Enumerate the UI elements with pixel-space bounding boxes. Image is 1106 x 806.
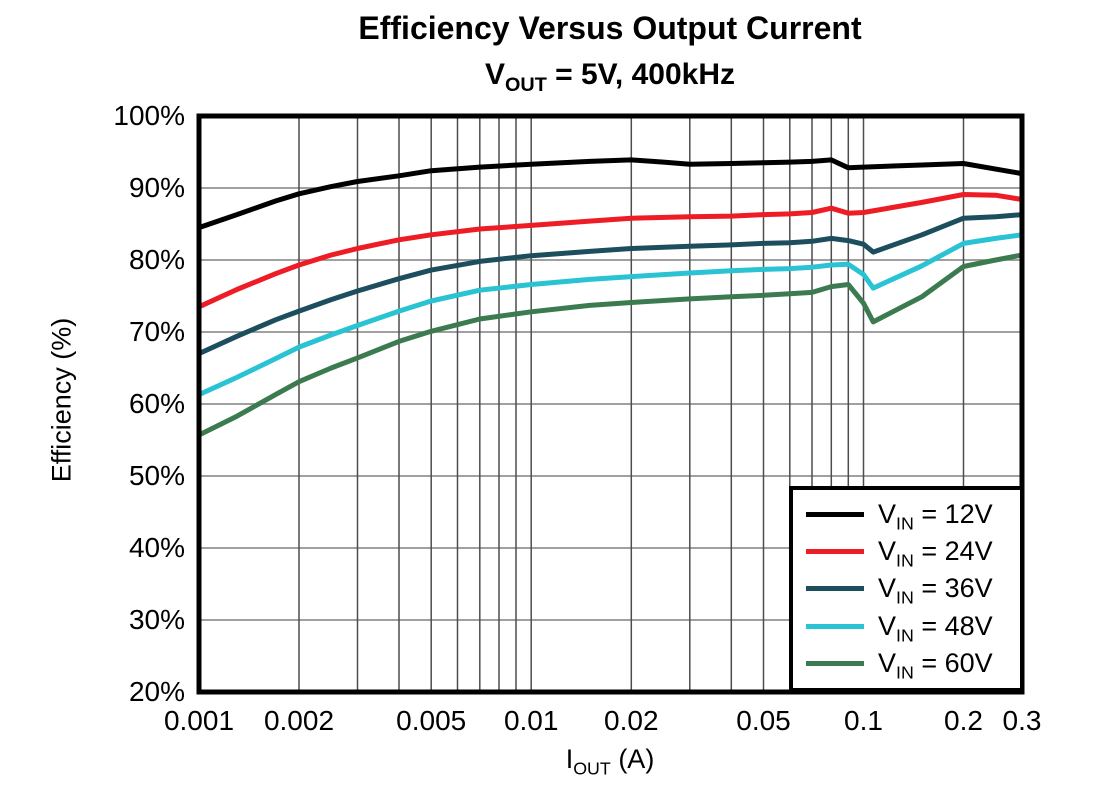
legend-label: VIN = 60V — [878, 647, 993, 683]
legend-item-vin-24v: VIN = 24V — [806, 536, 1020, 571]
x-tick-label: 0.02 — [604, 705, 659, 736]
legend-line-sample — [806, 549, 864, 555]
legend: VIN = 12V VIN = 24V VIN = 36V VIN = 48V VIN … — [789, 486, 1024, 692]
legend-label: VIN = 24V — [878, 536, 993, 571]
x-tick-label: 0.1 — [844, 705, 883, 736]
legend-item-vin-36v: VIN = 36V — [806, 573, 1020, 608]
subtitle-symbol: V — [485, 58, 506, 91]
legend-label: VIN = 48V — [878, 610, 993, 646]
x-tick-label: 0.002 — [264, 705, 334, 736]
series-line-vin-24v — [196, 192, 1025, 310]
legend-item-vin-60v: VIN = 60V — [806, 647, 1020, 683]
legend-line-sample — [806, 512, 864, 518]
legend-item-vin-12v: VIN = 12V — [806, 499, 1020, 534]
x-tick-label: 0.05 — [736, 705, 791, 736]
legend-line-sample — [806, 586, 864, 592]
series-line-vin-48v — [196, 232, 1025, 398]
y-tick-label: 70% — [129, 316, 185, 347]
subtitle-subscript: OUT — [505, 74, 547, 96]
plot-border — [196, 113, 1025, 695]
subtitle-text: = 5V, 400kHz — [546, 58, 735, 91]
x-tick-label: 0.2 — [944, 705, 983, 736]
x-axis-title: IOUT (A) — [104, 744, 1106, 779]
series-line-vin-36v — [196, 212, 1025, 357]
y-tick-label: 50% — [129, 460, 185, 491]
x-tick-label: 0.3 — [1003, 705, 1042, 736]
xlabel-text: (A) — [610, 744, 655, 774]
y-tick-label: 30% — [129, 604, 185, 635]
legend-label: VIN = 36V — [878, 573, 993, 608]
legend-item-vin-48v: VIN = 48V — [806, 610, 1020, 646]
y-tick-label: 80% — [129, 244, 185, 275]
xlabel-symbol: I — [565, 744, 574, 774]
series-line-vin-60v — [196, 252, 1025, 438]
x-tick-label: 0.01 — [504, 705, 559, 736]
series-line-vin-12v — [196, 157, 1025, 231]
x-tick-label: 0.005 — [396, 705, 466, 736]
legend-line-sample — [806, 660, 864, 666]
legend-line-sample — [806, 623, 864, 629]
y-tick-label: 100% — [113, 100, 185, 131]
y-tick-label: 60% — [129, 388, 185, 419]
legend-label: VIN = 12V — [878, 499, 993, 534]
chart-title: Efficiency Versus Output Current — [358, 10, 862, 46]
chart-subtitle: VOUT = 5V, 400kHz — [104, 58, 1106, 95]
x-tick-label: 0.001 — [164, 705, 234, 736]
y-tick-label: 40% — [129, 532, 185, 563]
y-tick-label: 20% — [129, 676, 185, 707]
xlabel-subscript: OUT — [573, 758, 611, 779]
y-tick-label: 90% — [129, 172, 185, 203]
